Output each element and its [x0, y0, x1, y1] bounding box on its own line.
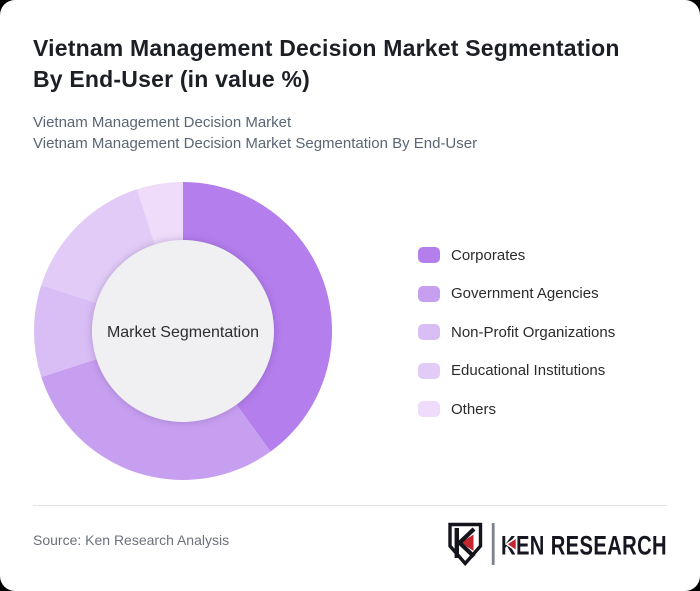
page-title-line2: By End-User (in value %)	[33, 66, 311, 92]
legend-label: Non-Profit Organizations	[451, 323, 616, 341]
donut-chart: Market Segmentation	[23, 171, 343, 491]
page-title-line1: Vietnam Management Decision Market Segme…	[33, 35, 620, 61]
donut-segments	[33, 182, 332, 480]
source-note: Source: Ken Research Analysis	[33, 532, 230, 548]
ken-research-shield-icon	[448, 522, 483, 566]
legend-item: Others	[418, 399, 615, 419]
footer-divider	[33, 505, 667, 506]
chart-subtitle-line1: Vietnam Management Decision Market	[33, 114, 292, 131]
ken-research-logo: KEN RESEARCH	[448, 522, 667, 566]
chart-legend: Corporates Government Agencies Non-Profit …	[418, 245, 615, 438]
donut-center-label: Market Segmentation	[107, 324, 259, 341]
donut-segment-government-agencies	[41, 359, 271, 480]
legend-item: Educational Institutions	[418, 361, 615, 381]
legend-swatch	[418, 324, 440, 340]
logo-k-accent-icon	[505, 536, 518, 553]
donut-segment-educational-institutions	[41, 189, 155, 303]
legend-swatch	[418, 285, 440, 302]
logo-brand-text: KEN RESEARCH	[501, 531, 667, 561]
chart-subtitle: Vietnam Management Decision Market Vietn…	[33, 112, 678, 154]
donut-segment-corporates	[183, 182, 332, 452]
legend-label: Corporates	[451, 246, 526, 264]
legend-item: Government Agencies	[418, 284, 615, 304]
donut-segment-others	[136, 182, 183, 245]
donut-segment-non-profit-organizations	[33, 284, 97, 378]
donut-chart-svg: Market Segmentation	[33, 182, 332, 480]
legend-swatch	[418, 247, 440, 263]
page-title: Vietnam Management Decision Market Segme…	[33, 33, 678, 95]
legend-swatch	[418, 401, 440, 417]
legend-label: Others	[451, 400, 497, 418]
legend-item: Corporates	[418, 245, 615, 265]
legend-swatch	[418, 362, 440, 379]
legend-item: Non-Profit Organizations	[418, 322, 615, 342]
legend-label: Government Agencies	[451, 285, 599, 302]
donut-hole	[92, 240, 274, 422]
logo-divider	[491, 523, 495, 565]
legend-label: Educational Institutions	[451, 362, 606, 379]
chart-subtitle-line2: Vietnam Management Decision Market Segme…	[33, 135, 478, 152]
